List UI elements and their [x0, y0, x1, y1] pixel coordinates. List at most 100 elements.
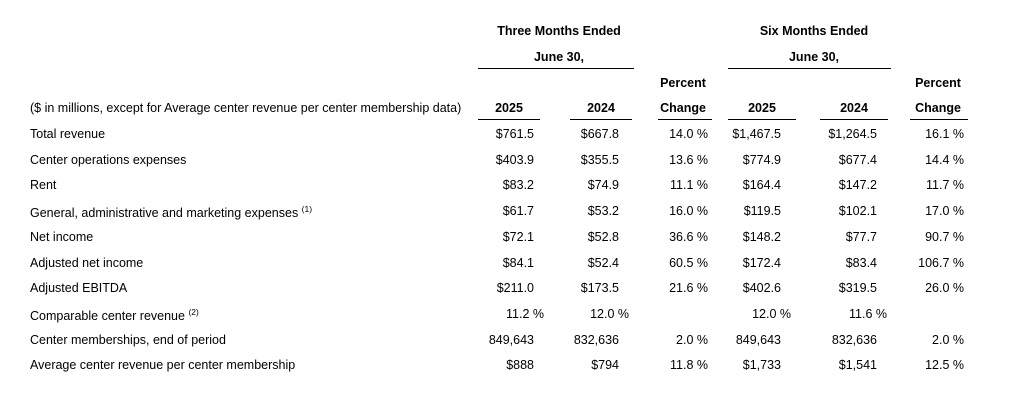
row-label: Rent: [30, 178, 56, 192]
cell-q25: $83.2: [502, 178, 534, 192]
col-q-change-rule: [658, 119, 712, 120]
cell-q24: $667.8: [580, 127, 619, 141]
cell-q25: 11.2 %: [506, 307, 544, 321]
col-q-change: Change: [660, 101, 706, 115]
col-s-2024-rule: [820, 119, 888, 120]
row-label: Adjusted EBITDA: [30, 281, 127, 295]
row-label: Total revenue: [30, 127, 105, 141]
cell-spct: 17.0 %: [925, 204, 964, 218]
six-months-percent-label: Percent: [915, 76, 961, 90]
cell-s24: $319.5: [838, 281, 877, 295]
col-s-2024: 2024: [840, 101, 868, 115]
cell-s25: 12.0 %: [752, 307, 791, 321]
row-label-text: Average center revenue per center member…: [30, 358, 296, 372]
three-months-header-line2: June 30,: [533, 50, 585, 64]
cell-qpct: 60.5 %: [669, 256, 708, 270]
cell-s24: $147.2: [838, 178, 877, 192]
col-q-2024-rule: [570, 119, 632, 120]
three-months-header-rule: [478, 68, 634, 69]
cell-s24: $1,264.5: [828, 127, 877, 141]
cell-s24: $77.7: [845, 230, 877, 244]
cell-s24: $677.4: [838, 153, 877, 167]
cell-spct: 2.0 %: [932, 333, 964, 347]
cell-q25: $761.5: [495, 127, 534, 141]
cell-q25: 849,643: [488, 333, 534, 347]
cell-q25: $888: [506, 358, 534, 372]
col-s-change-rule: [910, 119, 968, 120]
footnote-marker: (1): [301, 204, 313, 214]
cell-qpct: 11.8 %: [670, 358, 708, 372]
row-label-text: Net income: [30, 230, 94, 244]
cell-qpct: 36.6 %: [669, 230, 708, 244]
three-months-percent-label: Percent: [660, 76, 706, 90]
row-label-text: Comparable center revenue: [30, 309, 189, 323]
cell-qpct: 11.1 %: [670, 178, 708, 192]
row-label-text: Rent: [30, 178, 57, 192]
row-label: Average center revenue per center member…: [30, 358, 295, 372]
six-months-header-rule: [728, 68, 891, 69]
cell-spct: 106.7 %: [918, 256, 964, 270]
cell-s25: $148.2: [742, 230, 781, 244]
row-label-text: Center memberships, end of period: [30, 333, 226, 347]
cell-spct: 14.4 %: [925, 153, 964, 167]
cell-qpct: 13.6 %: [669, 153, 708, 167]
row-label: Center memberships, end of period: [30, 333, 226, 347]
col-s-2025-rule: [728, 119, 796, 120]
cell-q24: $355.5: [580, 153, 619, 167]
cell-q24: $52.4: [587, 256, 619, 270]
cell-s25: $119.5: [743, 204, 781, 218]
units-note: ($ in millions, except for Average cente…: [30, 101, 462, 115]
row-label-text: Adjusted net income: [30, 256, 144, 270]
six-months-header-line2: June 30,: [788, 50, 840, 64]
cell-s25: $1,733: [742, 358, 781, 372]
row-label-text: Total revenue: [30, 127, 106, 141]
cell-q24: 832,636: [573, 333, 619, 347]
cell-q25: $61.7: [502, 204, 534, 218]
cell-s25: $164.4: [742, 178, 781, 192]
cell-s24: $1,541: [838, 358, 877, 372]
cell-q24: $173.5: [580, 281, 619, 295]
cell-q24: $52.8: [587, 230, 619, 244]
cell-s25: $774.9: [742, 153, 781, 167]
col-q-2025: 2025: [495, 101, 523, 115]
col-s-change: Change: [915, 101, 961, 115]
row-label: Adjusted net income: [30, 256, 143, 270]
cell-s25: 849,643: [735, 333, 781, 347]
cell-s24: $83.4: [845, 256, 877, 270]
cell-s25: $402.6: [742, 281, 781, 295]
cell-q24: 12.0 %: [590, 307, 629, 321]
col-q-2025-rule: [478, 119, 540, 120]
cell-q24: $794: [591, 358, 619, 372]
cell-qpct: 2.0 %: [676, 333, 708, 347]
cell-s25: $1,467.5: [732, 127, 781, 141]
cell-q25: $211.0: [496, 281, 534, 295]
col-s-2025: 2025: [748, 101, 776, 115]
cell-s25: $172.4: [742, 256, 781, 270]
cell-q25: $72.1: [502, 230, 534, 244]
cell-s24: 11.6 %: [849, 307, 887, 321]
row-label-text: General, administrative and marketing ex…: [30, 206, 302, 220]
cell-spct: 12.5 %: [925, 358, 964, 372]
row-label-text: Adjusted EBITDA: [30, 281, 128, 295]
cell-spct: 16.1 %: [925, 127, 964, 141]
row-label-text: Center operations expenses: [30, 153, 187, 167]
three-months-header-line1: Three Months Ended: [497, 24, 621, 38]
cell-q25: $84.1: [502, 256, 534, 270]
cell-s24: $102.1: [838, 204, 877, 218]
cell-qpct: 14.0 %: [669, 127, 708, 141]
cell-qpct: 21.6 %: [669, 281, 708, 295]
col-q-2024: 2024: [587, 101, 615, 115]
cell-spct: 11.7 %: [926, 178, 964, 192]
cell-spct: 90.7 %: [925, 230, 964, 244]
row-label: Net income: [30, 230, 93, 244]
six-months-header-line1: Six Months Ended: [759, 24, 869, 38]
cell-spct: 26.0 %: [925, 281, 964, 295]
cell-q25: $403.9: [495, 153, 534, 167]
row-label: Comparable center revenue (2): [30, 307, 199, 323]
row-label: General, administrative and marketing ex…: [30, 204, 312, 220]
footnote-marker: (2): [188, 307, 199, 317]
row-label: Center operations expenses: [30, 153, 186, 167]
cell-q24: $53.2: [587, 204, 619, 218]
cell-qpct: 16.0 %: [669, 204, 708, 218]
cell-q24: $74.9: [587, 178, 619, 192]
